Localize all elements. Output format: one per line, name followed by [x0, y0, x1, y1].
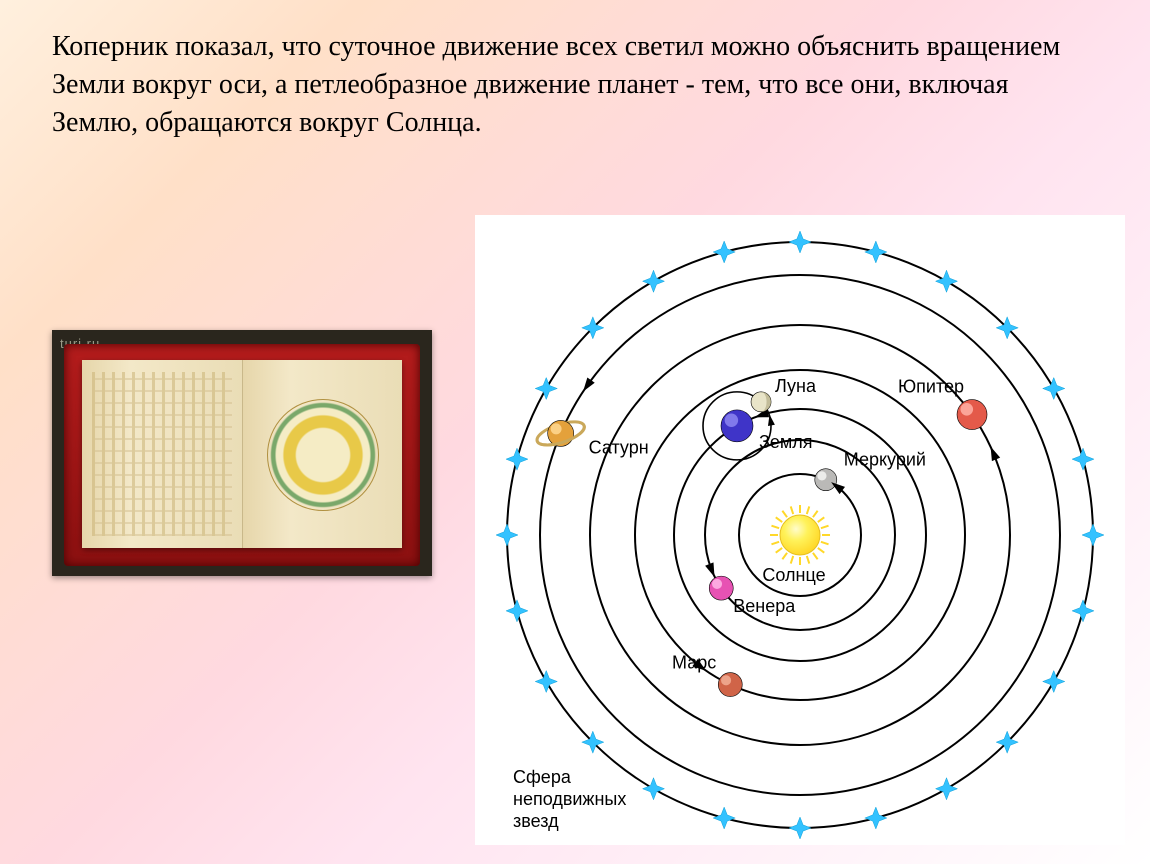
star-icon: [789, 231, 811, 253]
fixed-stars-caption: Сферанеподвижныхзвезд: [513, 767, 626, 831]
star-icon: [1043, 671, 1065, 693]
star-icon: [1043, 378, 1065, 400]
star-icon: [535, 671, 557, 693]
star-icon: [643, 270, 665, 292]
sun: [770, 505, 830, 565]
star-icon: [1072, 600, 1094, 622]
label-sun: Солнце: [762, 565, 825, 585]
planet-Земля: [721, 410, 753, 442]
book-page-right: [243, 360, 403, 548]
star-icon: [506, 448, 528, 470]
label-moon: Луна: [775, 376, 817, 396]
label-Юпитер: Юпитер: [898, 377, 964, 397]
book-open: [82, 360, 402, 548]
label-Земля: Земля: [759, 432, 813, 452]
star-icon: [496, 524, 518, 546]
book-photo: turj.ru: [52, 330, 432, 576]
label-Меркурий: Меркурий: [844, 450, 926, 470]
star-icon: [1072, 448, 1094, 470]
star-icon: [936, 270, 958, 292]
label-Марс: Марс: [672, 653, 716, 673]
star-icon: [713, 241, 735, 263]
fixed-stars-caption-line: Сфера: [513, 767, 572, 787]
planet-Марс: [718, 673, 742, 697]
slide: Коперник показал, что суточное движение …: [0, 0, 1150, 864]
star-icon: [713, 807, 735, 829]
book-page-left: [82, 360, 243, 548]
label-Сатурн: Сатурн: [589, 437, 649, 457]
star-icon: [535, 378, 557, 400]
label-Венера: Венера: [733, 596, 796, 616]
star-icon: [789, 817, 811, 839]
fixed-stars-caption-line: неподвижных: [513, 789, 626, 809]
planet-Юпитер: [957, 400, 987, 430]
heliocentric-diagram: Меркурий Венера Земля Луна Марс Юпитер Сатурн С…: [475, 215, 1125, 845]
star-icon: [1082, 524, 1104, 546]
star-icon: [936, 778, 958, 800]
planet-Сатурн: [534, 417, 587, 450]
star-icon: [865, 807, 887, 829]
fixed-stars-caption-line: звезд: [513, 811, 559, 831]
star-icon: [865, 241, 887, 263]
planet-Венера: [709, 576, 733, 600]
planet-Меркурий: [815, 469, 837, 491]
moon: [751, 392, 771, 412]
planets-group: [534, 378, 1000, 697]
star-icon: [643, 778, 665, 800]
book-frame: [64, 344, 420, 566]
star-icon: [506, 600, 528, 622]
main-paragraph: Коперник показал, что суточное движение …: [52, 28, 1098, 141]
